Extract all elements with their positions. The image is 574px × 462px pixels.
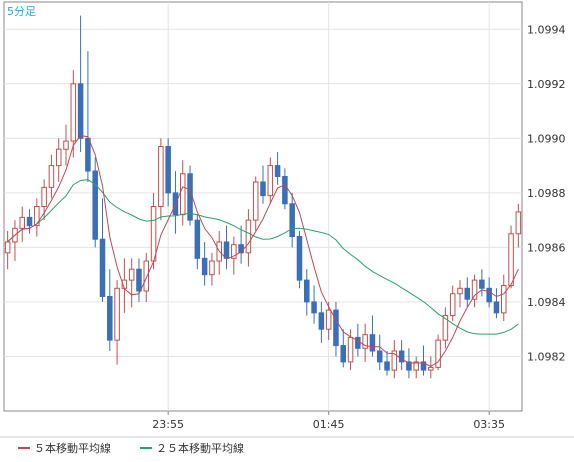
candle-down bbox=[136, 268, 142, 292]
y-tick-label: 1.0992 bbox=[527, 78, 566, 91]
candle-up bbox=[245, 219, 252, 254]
candle-up bbox=[325, 309, 332, 330]
candle-up bbox=[70, 83, 77, 142]
x-tick-label: 03:35 bbox=[473, 418, 505, 431]
legend-ma25: ２５本移動平均線 bbox=[140, 440, 244, 456]
candle-up bbox=[413, 361, 419, 371]
y-tick-label: 1.0990 bbox=[527, 132, 566, 145]
candle-up bbox=[143, 260, 150, 292]
candle-down bbox=[194, 219, 201, 259]
axis-layer: 1.0982 1.0984 1.0986 1.0988 1.0990 1.0992 1.09… bbox=[0, 23, 574, 438]
candle-up bbox=[19, 216, 26, 229]
candle-down bbox=[26, 216, 33, 227]
candle-up bbox=[48, 165, 55, 188]
candle-down bbox=[376, 350, 383, 363]
candle-down bbox=[274, 165, 281, 178]
candle-up bbox=[209, 260, 215, 276]
candle-up bbox=[515, 211, 522, 235]
candle-up bbox=[508, 233, 514, 287]
legend-ma5: ５本移動平均線 bbox=[18, 440, 111, 456]
x-tick-label: 01:45 bbox=[313, 418, 345, 431]
candle-up bbox=[231, 244, 237, 259]
candle-up bbox=[128, 268, 135, 281]
grid-layer bbox=[3, 1, 523, 412]
candle-layer bbox=[4, 15, 522, 379]
candle-down bbox=[311, 301, 317, 314]
candle-up bbox=[435, 339, 441, 368]
candle-down bbox=[304, 279, 310, 303]
candle-down bbox=[260, 181, 266, 197]
candle-up bbox=[362, 334, 368, 349]
candle-up bbox=[55, 148, 62, 167]
candle-up bbox=[63, 140, 69, 150]
candle-down bbox=[406, 361, 412, 371]
candle-down bbox=[479, 279, 485, 289]
candle-up bbox=[150, 206, 157, 262]
candle-up bbox=[449, 293, 456, 317]
timeframe-label: 5分足 bbox=[7, 5, 36, 18]
candle-down bbox=[333, 309, 339, 347]
candle-down bbox=[464, 287, 471, 300]
candle-down bbox=[318, 312, 325, 330]
candle-down bbox=[486, 287, 492, 303]
y-tick-label: 1.0984 bbox=[527, 296, 566, 309]
moving-average-layer bbox=[7, 135, 519, 367]
candle-up bbox=[41, 186, 47, 207]
y-tick-label: 1.0986 bbox=[527, 241, 566, 254]
candle-down bbox=[289, 203, 295, 237]
candle-down bbox=[99, 238, 106, 297]
candle-down bbox=[92, 170, 98, 240]
candle-up bbox=[114, 287, 120, 341]
candle-up bbox=[4, 241, 11, 254]
legend-ma5-label: ５本移動平均線 bbox=[34, 442, 111, 455]
candle-down bbox=[107, 295, 113, 341]
candle-down bbox=[282, 176, 288, 205]
ma5-line bbox=[7, 135, 519, 367]
candle-up bbox=[158, 146, 164, 208]
x-tick-label: 23:55 bbox=[152, 418, 184, 431]
candle-down bbox=[85, 137, 91, 172]
candle-down bbox=[223, 241, 230, 259]
candle-down bbox=[165, 146, 171, 194]
candle-down bbox=[77, 83, 84, 139]
candle-down bbox=[420, 361, 427, 371]
candle-up bbox=[34, 206, 40, 227]
candle-up bbox=[500, 285, 507, 314]
candle-up bbox=[457, 287, 463, 295]
candle-up bbox=[391, 350, 398, 371]
candle-up bbox=[252, 181, 259, 221]
candle-down bbox=[493, 301, 500, 314]
ma25-line bbox=[7, 179, 519, 335]
legend-ma25-swatch bbox=[140, 447, 152, 449]
candle-down bbox=[201, 257, 208, 276]
candle-down bbox=[384, 361, 390, 371]
y-tick-label: 1.0994 bbox=[527, 23, 566, 36]
candle-up bbox=[428, 366, 434, 371]
candle-up bbox=[267, 165, 274, 197]
candle-down bbox=[369, 334, 376, 352]
plot-frame bbox=[3, 1, 523, 412]
y-tick-label: 1.0988 bbox=[527, 187, 566, 200]
candle-up bbox=[347, 336, 354, 363]
candle-up bbox=[471, 279, 478, 300]
candle-down bbox=[355, 336, 361, 349]
candle-down bbox=[296, 235, 303, 281]
legend-ma5-swatch bbox=[18, 447, 30, 449]
candle-down bbox=[398, 350, 405, 363]
candle-down bbox=[340, 345, 347, 363]
y-tick-label: 1.0982 bbox=[527, 350, 566, 363]
candle-up bbox=[442, 315, 449, 341]
legend-ma25-label: ２５本移動平均線 bbox=[156, 442, 244, 455]
candle-up bbox=[179, 173, 186, 216]
